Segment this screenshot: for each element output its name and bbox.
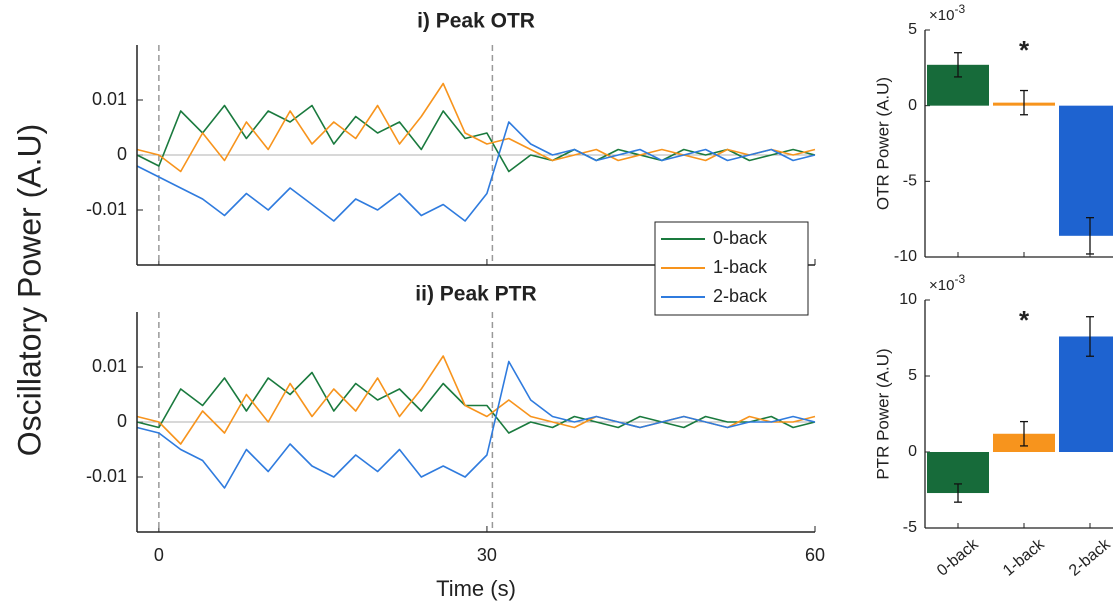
legend-label: 1-back: [713, 257, 768, 277]
legend-label: 2-back: [713, 286, 768, 306]
chart-title: i) Peak OTR: [417, 10, 535, 33]
x-axis-label: Time (s): [436, 576, 516, 601]
error-bar: [1020, 89, 1028, 116]
y-tick-label: 0: [117, 144, 127, 164]
multiplier-base: ×10: [929, 7, 954, 24]
x-tick-label: 2-back: [1066, 535, 1113, 580]
y-tick-label: -5: [903, 519, 917, 536]
y-tick-label: 5: [908, 21, 917, 38]
error-bar: [1020, 420, 1028, 447]
x-tick-label: 0-back: [934, 535, 982, 580]
error-bar: [954, 483, 962, 503]
y-tick-label: 0: [117, 411, 127, 431]
y-tick-label: 0.01: [92, 89, 127, 109]
y-tick-label: 0.01: [92, 356, 127, 376]
legend-label: 0-back: [713, 228, 768, 248]
bar: [1059, 336, 1113, 452]
x-tick-label: 1-back: [1000, 535, 1048, 580]
chart-title: ii) Peak PTR: [415, 283, 536, 306]
bar: [1059, 105, 1113, 236]
significance-marker: *: [1019, 305, 1030, 335]
legend: 0-back 1-back 2-back: [654, 221, 809, 316]
series-line: [136, 82, 816, 173]
multiplier-base: ×10: [929, 277, 954, 294]
y-tick-label: 0: [908, 443, 917, 460]
series-line: [136, 360, 816, 489]
y-tick-label: 10: [899, 291, 917, 308]
series-line: [136, 371, 816, 434]
multiplier-exponent: -3: [954, 272, 965, 286]
series-line: [136, 104, 816, 173]
significance-marker: *: [1019, 35, 1030, 65]
y-tick-label: -0.01: [86, 466, 127, 486]
error-bar: [1086, 316, 1094, 357]
y-axis-label: Oscillatory Power (A.U): [11, 124, 47, 457]
error-bar: [954, 52, 962, 78]
series-line: [136, 121, 816, 222]
axis-multiplier: ×10-3: [929, 2, 965, 24]
y-axis-label: OTR Power (A.U): [873, 77, 892, 210]
y-tick-label: 0: [908, 97, 917, 114]
x-tick-label: 0: [154, 545, 164, 565]
y-tick-label: 5: [908, 367, 917, 384]
y-axis-label: PTR Power (A.U): [873, 348, 892, 479]
y-tick-label: -0.01: [86, 199, 127, 219]
y-tick-label: -5: [903, 173, 917, 190]
x-tick-label: 30: [477, 545, 497, 565]
y-tick-label: -10: [894, 248, 917, 265]
axis-multiplier: ×10-3: [929, 272, 965, 294]
x-tick-label: 60: [805, 545, 825, 565]
multiplier-exponent: -3: [954, 2, 965, 16]
